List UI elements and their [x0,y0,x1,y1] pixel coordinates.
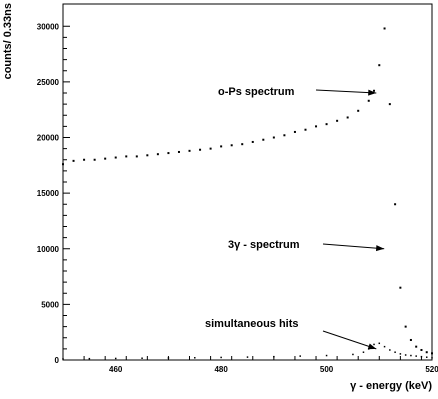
hit-point [325,354,328,357]
hit-point [220,356,222,359]
data-point [199,148,202,151]
data-point [388,103,391,106]
data-point [378,64,381,67]
hit-point [246,356,249,358]
annotation-label: simultaneous hits [205,318,299,330]
hit-point [88,357,91,360]
data-point [209,147,212,150]
data-point [262,138,265,141]
data-point [177,150,180,153]
hit-point [410,354,412,357]
hit-point [394,351,396,353]
hit-point [362,351,365,353]
data-point [220,145,223,148]
hit-point [383,345,386,348]
data-point [230,144,233,147]
y-tick-label: 25000 [37,78,60,87]
x-axis-label: γ - energy (keV) [350,380,432,392]
data-point [72,159,75,162]
y-tick-label: 10000 [37,245,60,254]
hit-point [404,354,407,356]
data-point [399,286,402,289]
plot-area [62,27,433,360]
data-point [104,157,107,160]
data-point [114,156,117,159]
y-tick-label: 20000 [37,134,60,143]
hit-point [415,355,417,357]
data-point [241,143,244,146]
data-point [135,155,138,158]
arrow-head [368,89,377,96]
data-point [404,325,407,328]
x-tick-label: 500 [320,365,334,374]
data-point [293,130,296,133]
data-point [272,136,275,139]
data-point [394,203,397,206]
hit-point [352,353,354,356]
data-point [357,109,360,112]
data-point [167,152,170,155]
hit-point [425,356,428,358]
x-tick-label: 520 [425,365,438,374]
data-point [325,123,328,126]
data-point [304,128,307,131]
data-point [125,155,128,158]
hit-point [378,342,381,345]
data-point [373,89,376,92]
hit-point [114,357,117,360]
y-tick-label: 5000 [41,300,59,309]
y-tick-label: 15000 [37,189,60,198]
hit-point [299,355,301,357]
hit-point [194,357,196,359]
data-point [93,158,96,161]
annotation-arrow [322,330,377,350]
data-point [425,351,428,354]
data-point [336,119,339,122]
data-point [409,338,412,341]
data-point [251,140,254,143]
annotations: o-Ps spectrum 3γ - spectrum simultaneous h… [205,86,385,350]
hit-point [399,353,402,355]
annotation-label: 3γ - spectrum [228,239,300,251]
y-axis-label: counts/ 0.33ns [2,3,14,79]
data-point [83,158,86,161]
y-tick-label: 0 [55,356,60,365]
annotation-arrow [315,89,377,94]
data-point [415,345,418,348]
arrow-head [376,245,385,252]
data-point [383,27,386,30]
data-point [156,153,159,156]
hit-point [373,343,375,346]
data-point [367,99,370,102]
arrow-head [367,343,377,350]
data-point [283,134,286,137]
data-point [315,125,318,128]
data-point [346,116,349,119]
plot-frame [62,3,433,361]
y-tick-label: 30000 [37,22,60,31]
annotation-arrow [322,243,385,250]
annotation-label: o-Ps spectrum [218,86,295,98]
data-point [420,348,423,351]
x-tick-label: 480 [214,365,228,374]
x-tick-label: 460 [109,365,123,374]
data-point [188,149,191,152]
hit-point [389,349,391,351]
axes: 0 5000 10000 15000 20000 25000 30000 460 480 500 5… [37,3,438,374]
data-point [146,154,149,157]
hit-point [141,357,143,359]
